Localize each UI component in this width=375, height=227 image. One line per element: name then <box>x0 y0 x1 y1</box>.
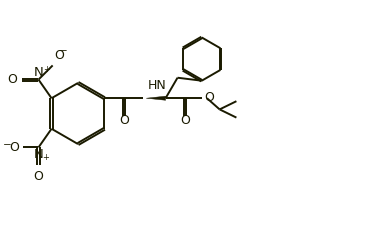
Text: O: O <box>33 170 44 183</box>
Text: O: O <box>9 141 19 154</box>
Text: N: N <box>34 148 44 161</box>
Text: O: O <box>119 114 129 127</box>
Text: O: O <box>180 114 190 127</box>
Text: O: O <box>54 49 64 62</box>
Text: N: N <box>34 66 44 79</box>
Text: −: − <box>59 47 68 57</box>
Text: O: O <box>204 91 214 104</box>
Text: HN: HN <box>148 79 167 92</box>
Text: −: − <box>3 140 12 150</box>
Text: +: + <box>43 65 50 74</box>
Text: +: + <box>42 153 49 162</box>
Polygon shape <box>146 96 166 100</box>
Text: O: O <box>7 73 17 86</box>
